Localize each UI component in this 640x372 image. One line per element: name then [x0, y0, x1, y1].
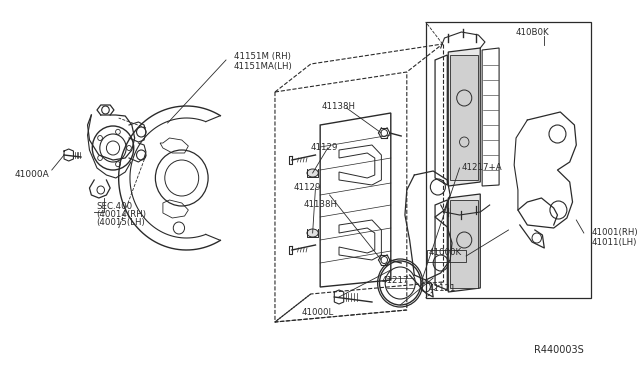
- Ellipse shape: [307, 229, 318, 237]
- Text: R440003S: R440003S: [534, 345, 584, 355]
- Text: 41217+A: 41217+A: [461, 163, 502, 172]
- Text: SEC.400: SEC.400: [96, 202, 132, 211]
- Text: 41000L: 41000L: [301, 308, 333, 317]
- Text: (40014(RH): (40014(RH): [96, 210, 146, 219]
- Text: 41121: 41121: [428, 284, 456, 293]
- Text: 410B0K: 410B0K: [516, 28, 550, 37]
- Text: 41001(RH): 41001(RH): [591, 228, 638, 237]
- Text: 41151M (RH): 41151M (RH): [234, 52, 291, 61]
- Text: 41000K: 41000K: [428, 248, 461, 257]
- Ellipse shape: [307, 169, 318, 177]
- Text: 41129: 41129: [294, 183, 321, 192]
- Polygon shape: [448, 194, 480, 292]
- Text: 41000A: 41000A: [14, 170, 49, 179]
- Bar: [426, 22, 591, 298]
- Bar: [427, 250, 466, 262]
- Text: 41217: 41217: [381, 276, 409, 285]
- Text: 41129: 41129: [311, 143, 338, 152]
- Text: 41138H: 41138H: [303, 200, 337, 209]
- Text: 41138H: 41138H: [322, 102, 356, 111]
- Bar: [450, 55, 478, 180]
- Polygon shape: [448, 48, 480, 186]
- Text: 41151MA(LH): 41151MA(LH): [234, 62, 292, 71]
- Text: (40015(LH): (40015(LH): [96, 218, 145, 227]
- Bar: [450, 200, 478, 288]
- Text: 41011(LH): 41011(LH): [591, 238, 637, 247]
